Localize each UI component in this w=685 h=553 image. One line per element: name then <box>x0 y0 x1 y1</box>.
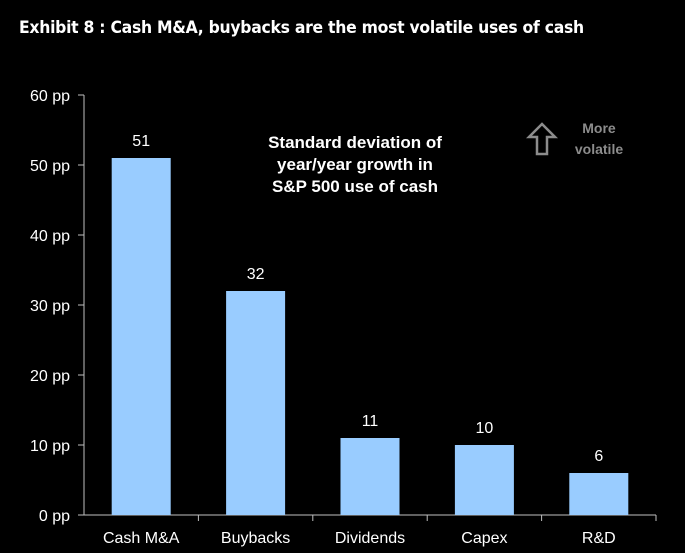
exhibit-title: Exhibit 8 : Cash M&A, buybacks are the m… <box>19 18 584 38</box>
annotation-line-2: year/year growth in <box>277 155 433 174</box>
y-tick-label: 0 pp <box>39 508 70 525</box>
chart-annotation: Standard deviation of year/year growth i… <box>268 133 442 196</box>
annotation-line-3: S&P 500 use of cash <box>272 177 438 196</box>
x-tick-label: Buybacks <box>221 530 290 547</box>
bar <box>340 438 400 515</box>
bar <box>111 158 171 515</box>
volatility-note-line-1: More <box>582 120 616 136</box>
volatility-note: More volatile <box>525 120 623 157</box>
y-tick-label: 30 pp <box>30 298 70 315</box>
chart-data-labels: 51 32 11 10 6 <box>132 133 603 465</box>
chart-axes: 0 pp 10 pp 20 pp 30 pp 40 pp 50 pp 60 pp Cash M… <box>30 88 657 547</box>
y-tick-label: 10 pp <box>30 438 70 455</box>
up-arrow-icon <box>525 122 559 156</box>
x-tick-label: R&D <box>582 530 616 547</box>
data-label: 6 <box>594 448 603 465</box>
x-tick-label: Capex <box>461 530 507 547</box>
data-label: 10 <box>476 420 494 437</box>
chart-bars <box>111 158 629 515</box>
annotation-line-1: Standard deviation of <box>268 133 442 152</box>
x-tick-label: Dividends <box>335 530 405 547</box>
y-tick-label: 60 pp <box>30 88 70 105</box>
volatility-note-line-2: volatile <box>575 141 623 157</box>
y-tick-label: 20 pp <box>30 368 70 385</box>
data-label: 11 <box>362 413 379 430</box>
x-tick-label: Cash M&A <box>103 530 180 547</box>
bar <box>454 445 514 515</box>
y-tick-label: 40 pp <box>30 228 70 245</box>
bar <box>569 473 629 515</box>
data-label: 51 <box>132 133 150 150</box>
y-tick-label: 50 pp <box>30 158 70 175</box>
bar <box>226 291 286 515</box>
data-label: 32 <box>247 266 265 283</box>
